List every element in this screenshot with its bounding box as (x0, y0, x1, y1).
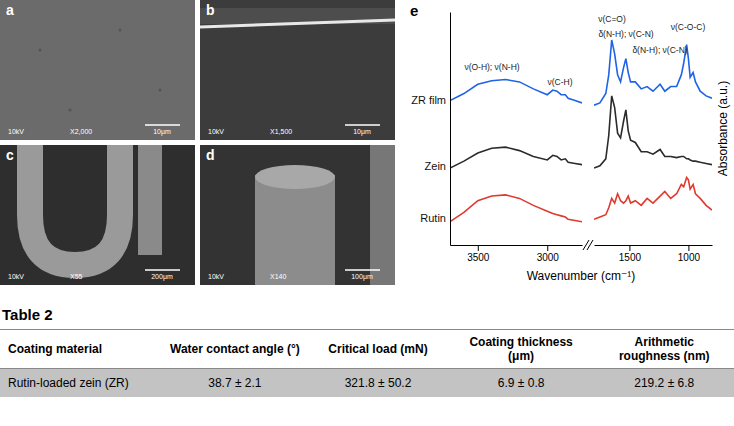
data-cell: 6.9 ± 0.8 (448, 369, 595, 398)
y-axis (450, 13, 451, 246)
sem-wire (255, 175, 335, 285)
panel-label: d (206, 147, 215, 163)
scale-bar (145, 124, 180, 126)
band-annotation: ν(O-H); ν(N-H) (464, 62, 519, 72)
scale-bar-label: 100μm (351, 273, 373, 281)
data-cell: 321.8 ± 50.2 (308, 369, 447, 398)
header-cell: Water contact angle (°) (161, 330, 308, 369)
axis-line (450, 13, 451, 246)
scale-bar-label: 10μm (153, 128, 171, 136)
band-annotation: δ(N-H); ν(C-N) (632, 45, 687, 55)
tick: 1500 (619, 245, 642, 263)
data-row: Rutin-loaded zein (ZR)38.7 ± 2.1321.8 ± … (0, 369, 734, 398)
sem-panel: a 10kV X2,000 10μm (0, 0, 195, 140)
plot-area (594, 40, 712, 105)
data-cell: 38.7 ± 2.1 (161, 369, 308, 398)
band-annotation: ν(C-O-C) (671, 22, 706, 32)
sem-panel: d 10kV X140 100μm (200, 145, 395, 285)
panel-label: e (410, 2, 418, 19)
plot-area (450, 147, 582, 168)
table-title: Table 2 (2, 306, 734, 323)
sem-wire-end (255, 165, 335, 189)
sem-magnification: X140 (270, 273, 286, 280)
sem-voltage: 10kV (8, 128, 24, 135)
x-axis: 1500 1000 (595, 245, 713, 263)
ftir-chart: e 3500 3000 1500 1000 Wavenumber (cm⁻¹) Absorb… (410, 2, 730, 283)
data-cell: 219.2 ± 6.8 (595, 369, 734, 398)
header-cell: Critical load (mN) (308, 330, 447, 369)
sem-image (0, 0, 195, 140)
tick-mark (478, 245, 479, 251)
header-row: Coating materialWater contact angle (°)C… (0, 330, 734, 369)
tick-mark (629, 245, 630, 251)
sem-wire (370, 145, 395, 285)
x-axis: 3500 3000 (451, 245, 583, 263)
sem-edge (200, 20, 395, 27)
sem-magnification: X2,000 (70, 128, 92, 135)
sem-panel: b 10kV X1,500 10μm (200, 0, 395, 140)
axis-line (451, 245, 583, 246)
axis-title: Absorbance (a.u.) (716, 81, 730, 176)
sem-wire (138, 145, 162, 255)
sem-image (200, 145, 395, 285)
sem-speck (119, 29, 122, 32)
scale-bar (145, 269, 180, 271)
tick-label: 3000 (537, 252, 560, 263)
tick-mark (688, 245, 689, 251)
spectrum-line (450, 195, 582, 222)
sem-wire (30, 145, 120, 265)
spectrum-line (594, 96, 712, 168)
tick: 3000 (537, 245, 560, 263)
spectrum-line (594, 177, 712, 219)
series-label: Zein (425, 160, 446, 172)
table: Coating materialWater contact angle (°)C… (0, 329, 734, 397)
axis-line (595, 245, 713, 246)
sem-magnification: X1,500 (270, 128, 292, 135)
scale-bar (345, 269, 380, 271)
panel-label: b (206, 2, 215, 18)
tick-label: 1000 (678, 252, 701, 263)
sem-voltage: 10kV (8, 273, 24, 280)
scale-bar (345, 124, 380, 126)
series-label: ZR film (411, 94, 446, 106)
panel-label: a (6, 2, 14, 18)
plot-area (594, 177, 712, 219)
scale-bar-label: 200μm (151, 273, 173, 281)
spectrum-line (594, 40, 712, 105)
sem-image (0, 145, 195, 285)
axis-break (587, 240, 593, 250)
band-annotation: ν(C=O) (598, 14, 626, 24)
header-cell: Coating material (0, 330, 161, 369)
plot-area (450, 195, 582, 222)
panel-label: c (6, 147, 14, 163)
scale-bar-label: 10μm (353, 128, 371, 136)
header-cell: Arithmetic roughness (nm) (595, 330, 734, 369)
band-annotation: δ(N-H); ν(C-N) (598, 29, 653, 39)
sem-voltage: 10kV (208, 273, 224, 280)
header-cell: Coating thickness (μm) (448, 330, 595, 369)
band-annotation: ν(C-H) (547, 77, 572, 87)
axis-title: Wavenumber (cm⁻¹) (527, 269, 636, 283)
tick-label: 1500 (619, 252, 642, 263)
sem-speck (69, 109, 72, 112)
sem-voltage: 10kV (208, 128, 224, 135)
tick: 3500 (467, 245, 490, 263)
sem-magnification: X55 (70, 273, 83, 280)
data-cell: Rutin-loaded zein (ZR) (0, 369, 161, 398)
plot-area (594, 96, 712, 168)
tick: 1000 (678, 245, 701, 263)
sem-speck (159, 89, 162, 92)
spectrum-line (450, 147, 582, 168)
sem-panel: c 10kV X55 200μm (0, 145, 195, 285)
table-block: Table 2 Coating materialWater contact ang… (0, 306, 734, 397)
tick-label: 3500 (467, 252, 490, 263)
sem-image (200, 0, 395, 140)
tick-mark (547, 245, 548, 251)
sem-speck (39, 49, 42, 52)
series-label: Rutin (420, 212, 446, 224)
